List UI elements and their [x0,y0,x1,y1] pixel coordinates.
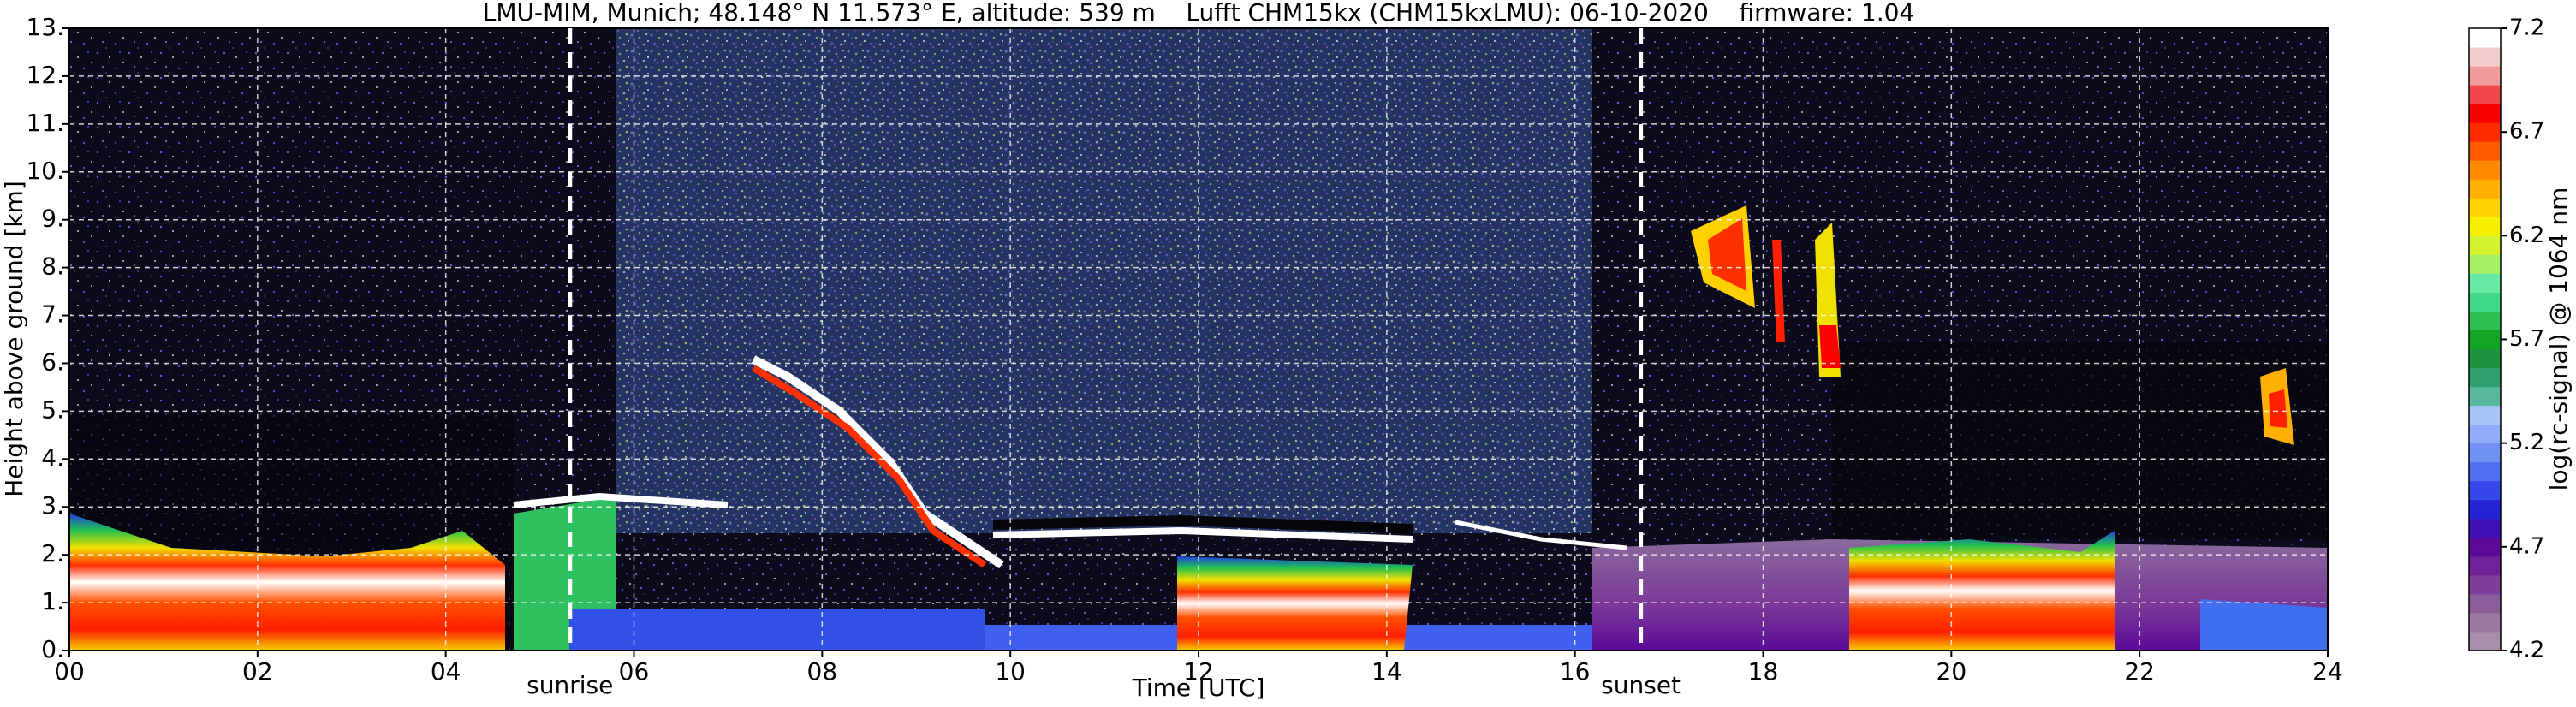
y-tick-label: 1. [41,587,64,615]
annotation-label: sunrise [527,671,613,699]
y-axis-label: Height above ground [km] [0,181,28,497]
colorbar-tick-label: 6.2 [2509,223,2544,248]
colorbar-swatch [2469,47,2501,67]
colorbar-swatch [2469,612,2501,633]
colorbar-tick-label: 5.2 [2509,430,2544,455]
x-tick-label: 24 [2312,657,2343,686]
x-tick-label: 22 [2124,657,2155,686]
colorbar-swatch [2469,235,2501,255]
colorbar-swatch [2469,330,2501,350]
x-tick-label: 16 [1560,657,1591,686]
colorbar-swatch [2469,254,2501,274]
colorbar-tick-label: 4.7 [2509,533,2544,559]
colorbar-swatch [2469,593,2501,614]
colorbar-swatch [2469,480,2501,501]
colorbar-tick-label: 5.7 [2509,326,2544,352]
x-tick-label: 06 [619,657,650,686]
colorbar-tick-label: 7.2 [2509,15,2544,41]
x-tick-label: 04 [431,657,461,686]
x-tick-label: 08 [807,657,838,686]
x-tick-label: 18 [1748,657,1779,686]
colorbar-swatch [2469,348,2501,369]
colorbar-swatch [2469,28,2501,48]
colorbar-swatch [2469,217,2501,236]
colorbar-swatch [2469,141,2501,161]
colorbar-swatch [2469,292,2501,312]
y-tick-label: 2. [41,539,64,567]
colorbar-swatch [2469,160,2501,180]
annotation-label: sunset [1601,671,1681,699]
x-tick-label: 02 [242,657,273,686]
colorbar-swatch [2469,386,2501,407]
y-tick-label: 6. [41,348,64,376]
x-tick-label: 10 [995,657,1026,686]
colorbar-swatch [2469,574,2501,595]
colorbar-swatch [2469,122,2501,142]
plot-frame [68,27,2329,651]
colorbar-swatch [2469,311,2501,330]
y-tick-label: 9. [41,205,64,233]
colorbar-swatch [2469,198,2501,217]
colorbar-swatch [2469,537,2501,557]
colorbar-swatch [2469,85,2501,104]
colorbar-swatch [2469,443,2501,463]
colorbar-swatch [2469,499,2501,520]
y-tick-label: 0. [41,635,64,663]
y-tick-label: 3. [41,491,64,520]
y-tick-label: 4. [41,443,64,472]
colorbar-swatch [2469,405,2501,425]
y-tick-label: 11. [26,109,64,137]
y-tick-label: 5. [41,395,64,424]
colorbar-swatch [2469,631,2501,651]
colorbar-swatch [2469,461,2501,482]
colorbar-swatch [2469,556,2501,576]
y-tick-label: 12. [26,61,64,89]
y-tick-label: 7. [41,300,64,329]
colorbar-tick-label: 6.7 [2509,119,2544,145]
x-axis-label: Time [UTC] [1132,674,1265,702]
chart-title: LMU-MIM, Munich; 48.148° N 11.573° E, al… [483,0,1915,27]
y-tick-label: 8. [41,253,64,281]
x-tick-label: 00 [54,657,85,686]
colorbar-swatch [2469,104,2501,123]
colorbar-swatch [2469,66,2501,86]
x-tick-label: 12 [1183,657,1214,686]
colorbar-swatch [2469,179,2501,199]
colorbar-swatch [2469,273,2501,293]
y-tick-label: 13. [26,13,64,41]
colorbar-label: log(rc-signal) @ 1064 nm [2544,187,2573,491]
colorbar-swatch [2469,424,2501,444]
x-tick-label: 20 [1936,657,1967,686]
colorbar-swatch [2469,367,2501,388]
y-tick-label: 10. [26,157,64,185]
colorbar-tick-label: 4.2 [2509,638,2544,663]
x-tick-label: 14 [1371,657,1402,686]
colorbar-swatch [2469,518,2501,538]
